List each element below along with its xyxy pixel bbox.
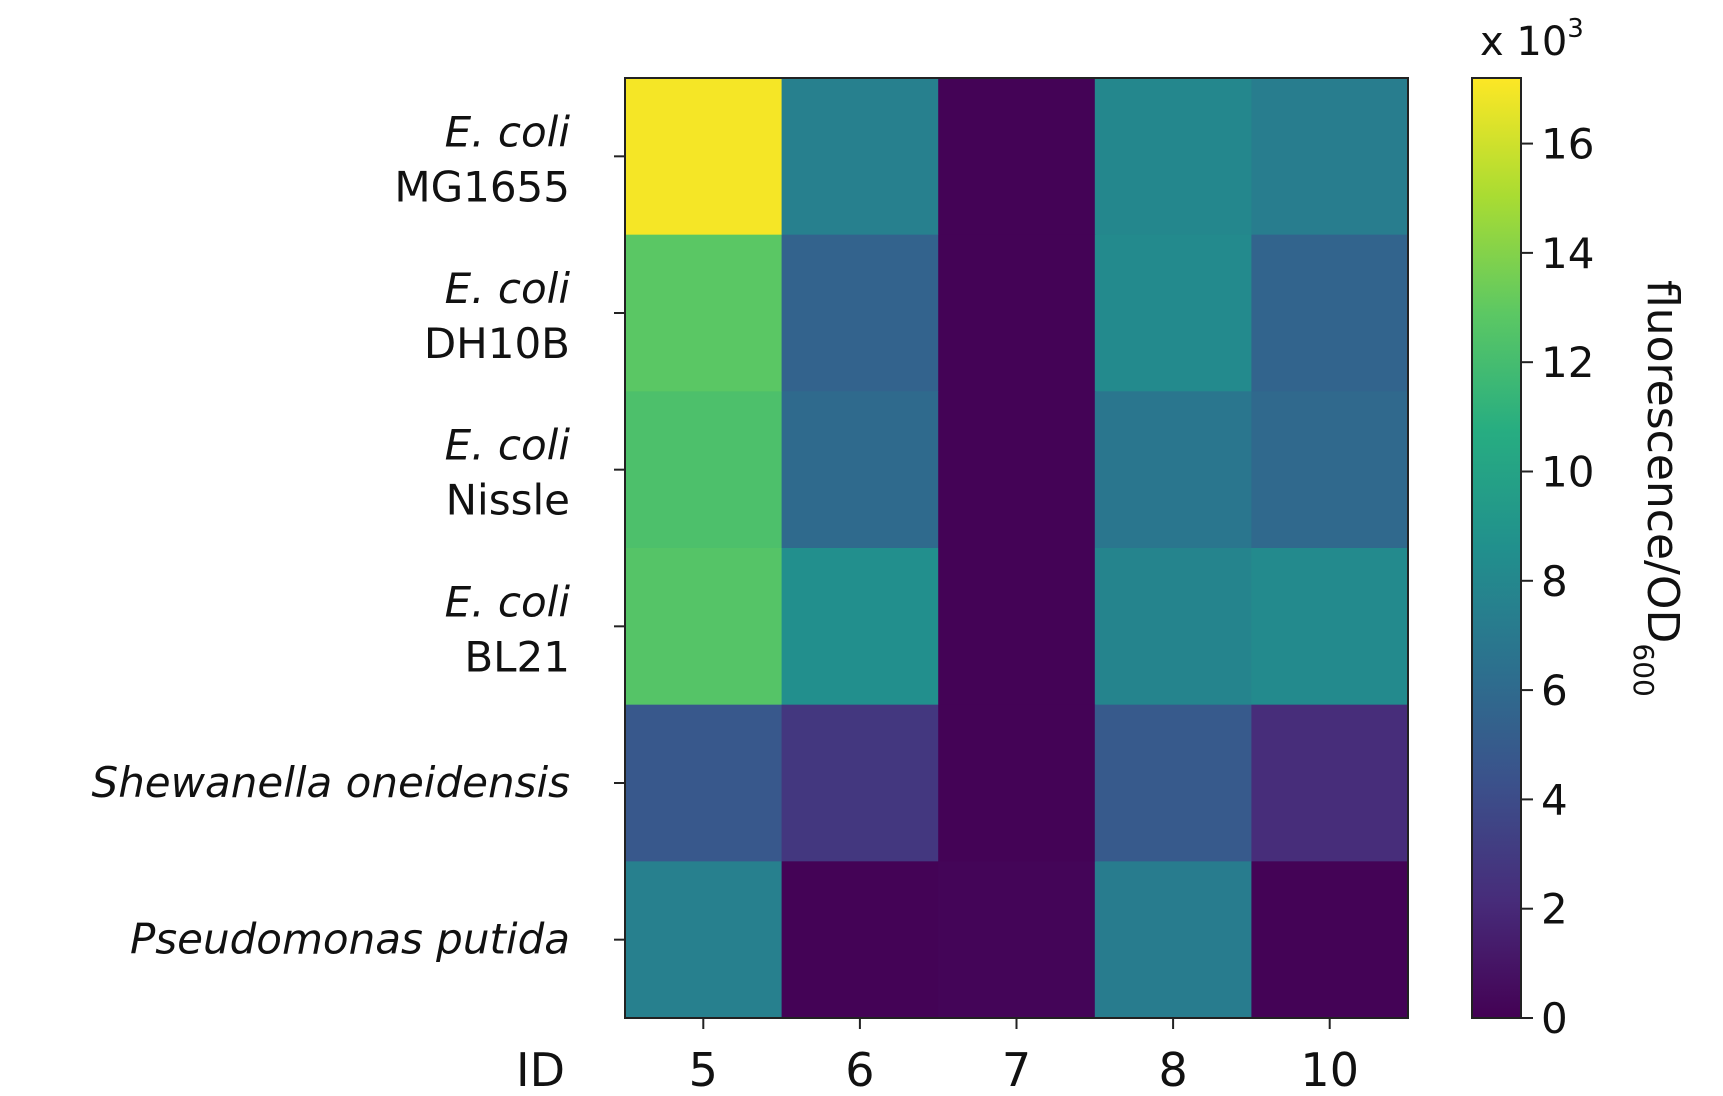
colorbar-tick-label: 8	[1541, 557, 1568, 606]
row-label-species: Pseudomonas putida	[130, 915, 570, 964]
heatmap-cell	[938, 548, 1096, 706]
column-label: 7	[1002, 1043, 1031, 1096]
row-labels: E. coli MG1655 E. coli DH10B E. coli Nissle E.…	[92, 107, 625, 964]
heatmap-cell	[1251, 78, 1409, 236]
row-label-strain: MG1655	[394, 162, 570, 211]
heatmap-cell	[1094, 704, 1252, 862]
colorbar	[1471, 77, 1522, 1019]
heatmap-cell	[625, 548, 783, 706]
heatmap-cell	[938, 391, 1096, 549]
heatmap-cell	[938, 234, 1096, 392]
heatmap-cell	[1251, 548, 1409, 706]
heatmap-cell	[781, 704, 939, 862]
heatmap-cell	[1251, 704, 1409, 862]
column-label: 6	[845, 1043, 874, 1096]
colorbar-multiplier-exponent: 3	[1567, 14, 1584, 44]
heatmap-cell	[1094, 234, 1252, 392]
heatmap-cell	[1251, 234, 1409, 392]
row-label-species: Shewanella oneidensis	[92, 758, 570, 807]
column-labels: 5 6 7 8 10	[689, 1018, 1359, 1096]
heatmap-cell	[781, 548, 939, 706]
heatmap-cell	[625, 78, 783, 236]
row-label-strain: BL21	[464, 632, 570, 681]
colorbar-multiplier: x 103	[1480, 14, 1584, 65]
heatmap-cell	[1094, 861, 1252, 1019]
heatmap-cells	[625, 78, 1409, 1019]
heatmap-cell	[781, 391, 939, 549]
heatmap-cell	[781, 861, 939, 1019]
heatmap-cell	[938, 861, 1096, 1019]
column-label: 10	[1300, 1043, 1359, 1096]
heatmap-cell	[1094, 548, 1252, 706]
x-axis-label: ID	[516, 1043, 565, 1096]
colorbar-tick-label: 4	[1541, 775, 1568, 824]
heatmap-cell	[938, 704, 1096, 862]
colorbar-label: fluorescence/OD600	[1627, 280, 1688, 697]
heatmap-cell	[1251, 391, 1409, 549]
heatmap-cell	[1094, 78, 1252, 236]
colorbar-ticks: 0 2 4 6 8 10 12 14 16	[1521, 120, 1594, 1043]
heatmap-cell	[625, 861, 783, 1019]
row-label-genus: E. coli	[445, 421, 571, 470]
row-label-genus: E. coli	[445, 107, 571, 156]
column-label: 8	[1158, 1043, 1187, 1096]
heatmap-cell	[781, 78, 939, 236]
heatmap-cell	[625, 234, 783, 392]
colorbar-tick-label: 2	[1541, 885, 1568, 934]
heatmap-cell	[781, 234, 939, 392]
heatmap-cell	[1251, 861, 1409, 1019]
heatmap-cell	[938, 78, 1096, 236]
colorbar-tick-label: 12	[1541, 338, 1594, 387]
row-label-genus: E. coli	[445, 577, 571, 626]
row-label-genus: E. coli	[445, 264, 571, 313]
colorbar-multiplier-base: x 10	[1480, 19, 1567, 65]
heatmap-cell	[625, 391, 783, 549]
colorbar-label-main: fluorescence/OD	[1637, 280, 1688, 643]
heatmap-cell	[1094, 391, 1252, 549]
colorbar-tick-label: 10	[1541, 447, 1594, 496]
colorbar-tick-label: 0	[1541, 994, 1568, 1043]
row-label-strain: DH10B	[424, 319, 570, 368]
colorbar-tick-label: 16	[1541, 120, 1594, 169]
heatmap-cell	[625, 704, 783, 862]
colorbar-tick-label: 6	[1541, 666, 1568, 715]
colorbar-tick-label: 14	[1541, 229, 1594, 278]
colorbar-label-subscript: 600	[1627, 643, 1660, 696]
column-label: 5	[689, 1043, 718, 1096]
row-label-strain: Nissle	[446, 476, 570, 525]
